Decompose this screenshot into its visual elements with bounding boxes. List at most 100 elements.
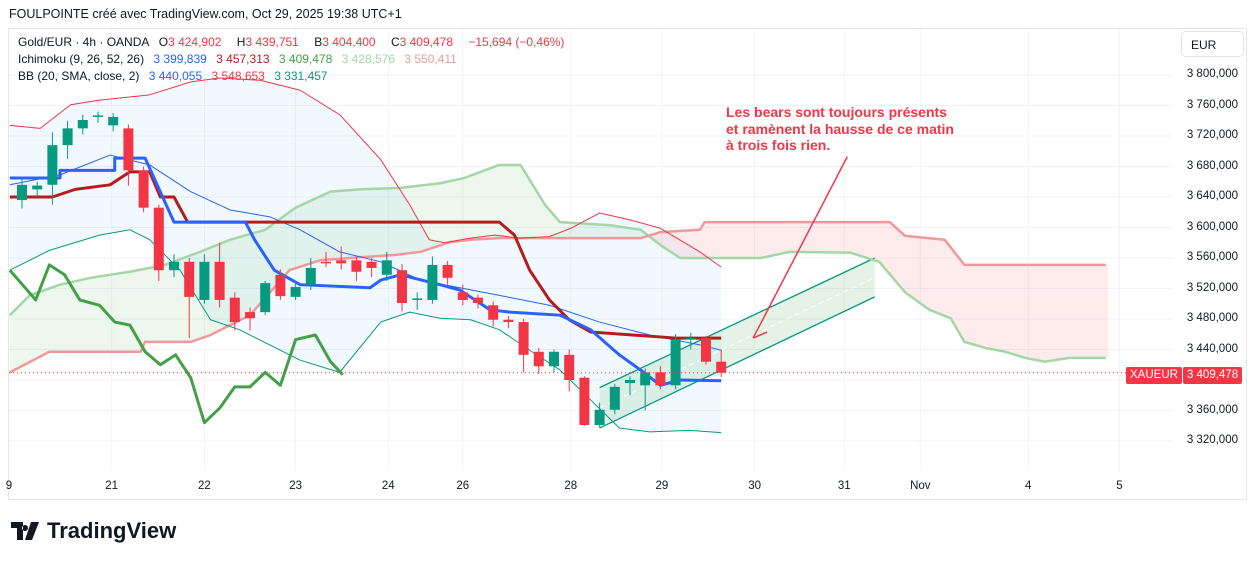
candle	[442, 261, 453, 285]
cloud-segment	[978, 264, 983, 348]
cloud-segment	[325, 192, 330, 260]
cloud-segment	[120, 272, 124, 352]
cloud-segment	[526, 174, 531, 239]
cloud-segment	[496, 164, 501, 239]
span-a-value: 3 428,576	[341, 52, 396, 66]
cloud-segment	[1043, 264, 1048, 362]
tradingview-logo[interactable]: TradingView	[11, 518, 176, 544]
candle	[412, 292, 423, 310]
cloud-segment	[226, 239, 231, 328]
cloud-segment	[895, 226, 900, 286]
cloud-segment	[785, 222, 789, 253]
cloud-segment	[101, 275, 105, 352]
chikou-value: 3 409,478	[278, 52, 333, 66]
cloud-segment	[142, 268, 147, 347]
cloud-segment	[766, 222, 770, 257]
cloud-segment	[150, 266, 155, 342]
cloud-segment	[450, 180, 455, 242]
cloud-segment	[21, 299, 26, 367]
cloud-segment	[454, 179, 459, 242]
cloud-segment	[997, 264, 1002, 352]
tenkan-value: 3 399,839	[153, 52, 207, 66]
candle	[199, 254, 210, 304]
cloud-segment	[511, 164, 516, 239]
ichimoku-legend[interactable]: Ichimoku (9, 26, 52, 26) 3 399,839 3 457…	[18, 52, 463, 66]
candle-body	[229, 297, 240, 323]
last-price-value: 3 409,478	[1182, 367, 1243, 384]
high-label: H	[236, 35, 246, 49]
candle	[533, 347, 544, 374]
candle	[609, 383, 620, 415]
candle-body	[427, 264, 438, 300]
candle	[290, 280, 301, 300]
cloud-segment	[625, 227, 630, 239]
cloud-segment	[709, 222, 713, 258]
cloud-segment	[731, 222, 736, 258]
currency-button[interactable]: EUR	[1181, 31, 1244, 57]
candle-body	[260, 283, 271, 313]
cloud-segment	[287, 210, 292, 273]
symbol-title[interactable]: Gold/EUR · 4h · OANDA	[18, 35, 150, 49]
cloud-segment	[769, 222, 774, 257]
cloud-segment	[1096, 264, 1101, 358]
cloud-segment	[815, 222, 820, 253]
cloud-segment	[332, 191, 337, 260]
cloud-segment	[28, 294, 33, 363]
candle-body	[214, 261, 225, 300]
cloud-segment	[1077, 264, 1082, 358]
bb-legend[interactable]: BB (20, SMA, close, 2) 3 440,055 3 548,6…	[18, 69, 334, 83]
cloud-segment	[576, 223, 580, 239]
cloud-segment	[937, 238, 941, 315]
candle-body	[594, 409, 605, 425]
cloud-segment	[842, 222, 846, 253]
cloud-segment	[420, 185, 425, 252]
cloud-segment	[952, 249, 957, 328]
cloud-segment	[826, 222, 831, 253]
time-tick-label: 9	[5, 480, 13, 492]
cloud-segment	[929, 238, 934, 312]
candle-body	[305, 267, 316, 285]
candle-body	[184, 261, 195, 297]
price-tick-label: 3 320,000	[1186, 434, 1238, 446]
candle	[336, 246, 347, 270]
candle	[594, 402, 605, 428]
cloud-segment	[158, 265, 162, 342]
candle-body	[640, 372, 651, 386]
cloud-segment	[633, 228, 637, 239]
time-tick-label: 24	[381, 480, 395, 492]
cloud-segment	[112, 273, 117, 352]
candle-body	[518, 322, 529, 355]
cloud-segment	[880, 222, 884, 268]
time-tick-label: 21	[105, 480, 119, 492]
open-label: O	[158, 35, 169, 49]
cloud-segment	[55, 284, 60, 352]
candle	[138, 166, 149, 213]
cloud-segment	[408, 186, 413, 254]
cloud-segment	[283, 213, 288, 278]
candle-body	[564, 354, 575, 380]
logo-text: TradingView	[47, 518, 177, 543]
candle-body	[351, 260, 362, 272]
bb-basis-value: 3 440,055	[148, 69, 203, 83]
cloud-segment	[127, 271, 132, 352]
cloud-segment	[154, 266, 159, 342]
channel-fill	[599, 258, 875, 429]
candle-body	[579, 377, 590, 425]
cloud-segment	[762, 222, 767, 258]
cloud-segment	[59, 284, 64, 352]
candle-body	[47, 145, 58, 185]
cloud-segment	[994, 264, 998, 351]
cloud-segment	[682, 230, 687, 258]
cloud-segment	[458, 178, 463, 242]
ichimoku-label: Ichimoku (9, 26, 52, 26)	[18, 52, 145, 66]
cloud-segment	[583, 223, 588, 239]
cloud-segment	[89, 277, 94, 352]
annotation-text[interactable]: Les bears sont toujours présents et ramè…	[726, 104, 954, 153]
cloud-segment	[724, 222, 729, 258]
price-tick-label: 3 440,000	[1186, 342, 1238, 355]
cloud-segment	[579, 223, 584, 239]
cloud-segment	[116, 273, 121, 352]
cloud-segment	[1085, 264, 1090, 358]
candle-body	[62, 128, 73, 146]
